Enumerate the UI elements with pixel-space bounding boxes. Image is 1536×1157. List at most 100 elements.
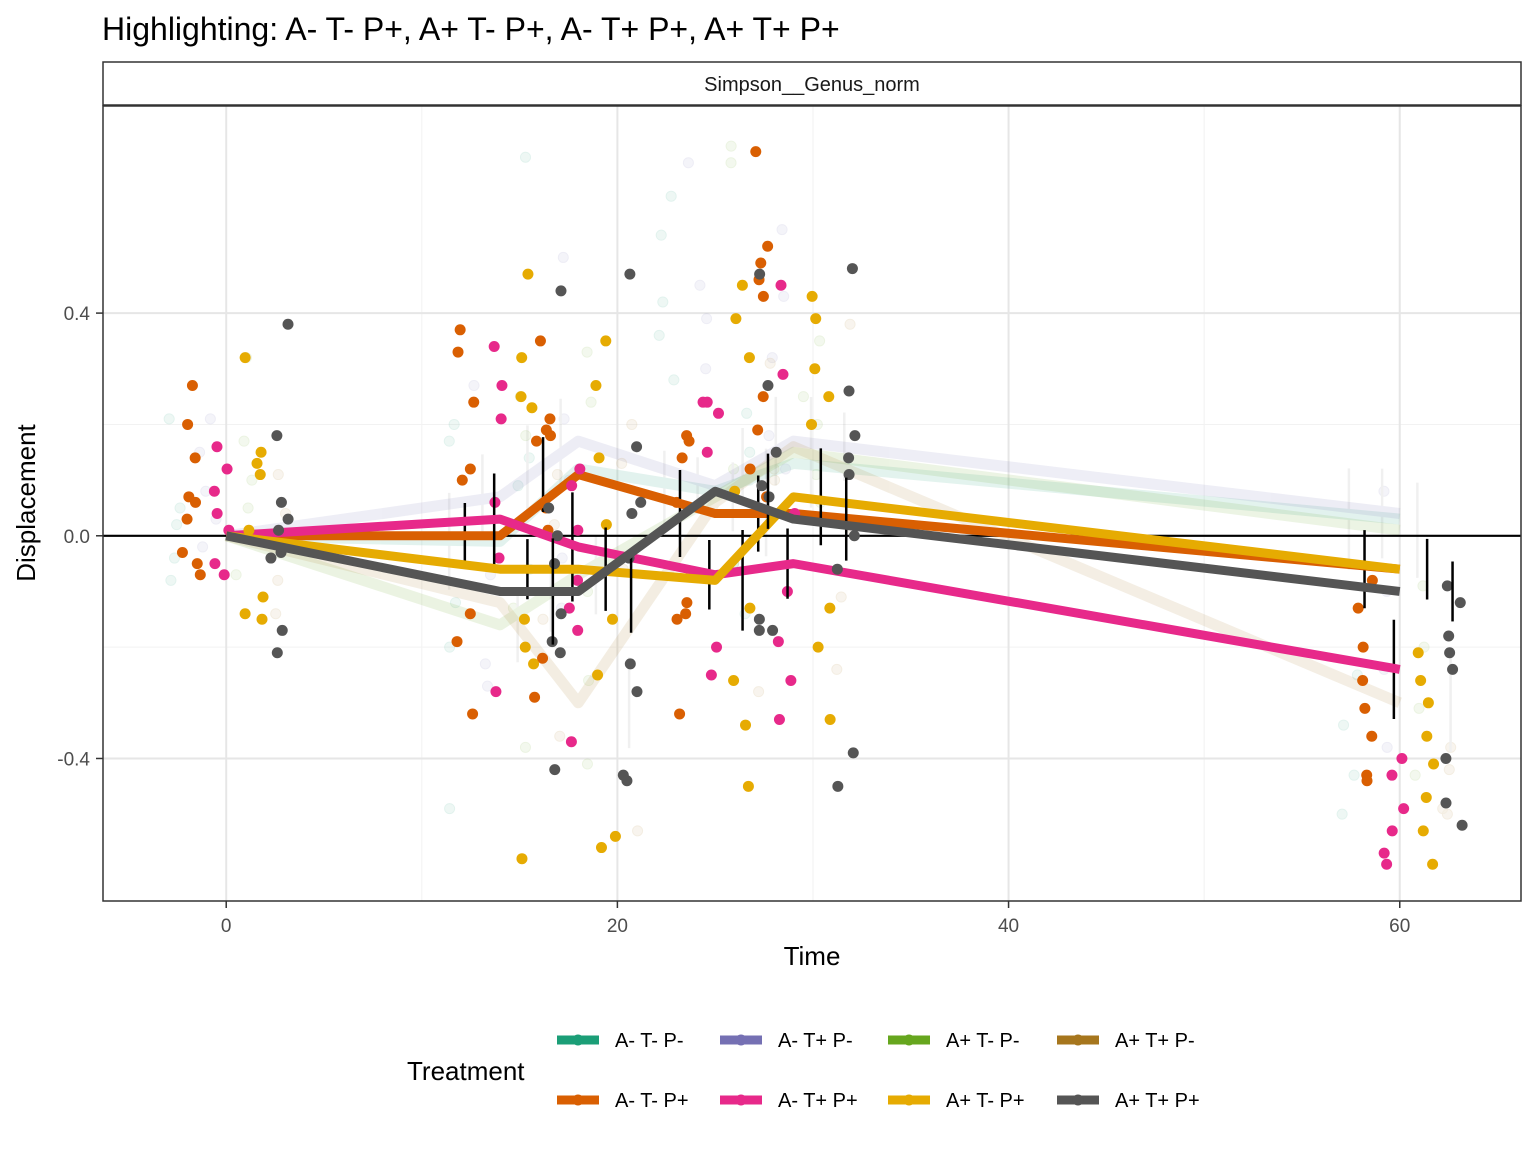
data-point [581,758,593,770]
legend-key-point [572,1094,584,1106]
data-point [744,446,756,458]
data-point [448,418,460,430]
data-point [495,413,507,425]
data-point [271,647,283,659]
data-point [496,379,508,391]
data-point [676,452,688,464]
legend-item: A+ T- P+ [888,1090,1025,1112]
legend-label: A- T+ P+ [778,1090,858,1112]
plot-border [102,105,1522,902]
data-point [257,591,269,603]
data-point [468,379,480,391]
data-point [516,853,528,865]
data-point [832,780,844,792]
data-point [624,658,636,670]
data-point [242,502,254,514]
data-point [518,613,530,625]
data-point [557,251,569,263]
data-point [468,396,480,408]
data-point [515,391,527,403]
data-point [191,558,203,570]
data-point [572,524,584,536]
data-point [665,190,677,202]
data-point [694,279,706,291]
data-point [777,368,789,380]
legend-key-point [1072,1094,1084,1106]
legend-label: A+ T- P+ [946,1090,1025,1112]
legend-label: A+ T+ P- [1115,1030,1195,1052]
data-point [653,329,665,341]
data-point [572,574,584,586]
data-point [705,669,717,681]
x-axis-label: Time [784,941,841,971]
data-point [565,736,577,748]
data-point [572,624,584,636]
legend-title: Treatment [407,1056,525,1086]
data-point [1359,702,1371,714]
series-line [225,492,1401,585]
series-A- T+ P+ [208,279,1410,870]
x-tick-label: 60 [1389,916,1410,937]
data-point [1447,663,1459,675]
y-tick-label: 0.4 [64,304,91,325]
data-point [563,602,575,614]
data-point [680,608,692,620]
data-point [209,558,221,570]
data-point [671,613,683,625]
data-point [555,608,567,620]
data-point [1428,758,1440,770]
data-point [743,474,755,486]
data-point [674,708,686,720]
data-point [744,602,756,614]
data-point [823,391,835,403]
data-point [493,552,505,564]
data-point [464,608,476,620]
x-tick-label: 20 [607,916,628,937]
data-point [251,457,263,469]
data-point [753,686,765,698]
data-point [754,268,766,280]
data-point [730,313,742,325]
data-point [204,413,216,425]
data-point [528,658,540,670]
data-point [728,463,740,475]
data-point [600,335,612,347]
data-point [742,780,754,792]
data-point [444,641,456,653]
y-axis-label: Displacement [11,423,41,581]
series-line [226,457,1401,547]
data-point [1427,858,1439,870]
data-point [810,313,822,325]
data-point [1421,730,1433,742]
data-point [767,624,779,636]
data-point [1386,769,1398,781]
data-point [1412,647,1424,659]
data-point [454,324,466,336]
data-point [243,524,255,536]
data-point [218,569,230,581]
data-point [534,335,546,347]
data-point [1444,647,1456,659]
data-point [467,708,479,720]
highlighted-series-layer [176,146,1468,870]
data-point [756,480,768,492]
data-point [189,452,201,464]
data-point [606,613,618,625]
data-point [631,441,643,453]
data-point [626,418,638,430]
data-point [168,552,180,564]
data-point [246,474,258,486]
data-point [752,424,764,436]
data-point [736,279,748,291]
series-line [225,514,1401,674]
chart-title: Highlighting: A- T- P+, A+ T- P+, A- T+ … [102,11,840,47]
data-point [725,140,737,152]
data-point [776,224,788,236]
data-point [270,608,282,620]
data-point [778,290,790,302]
data-point [512,480,524,492]
data-point [282,513,294,525]
data-point [741,407,753,419]
